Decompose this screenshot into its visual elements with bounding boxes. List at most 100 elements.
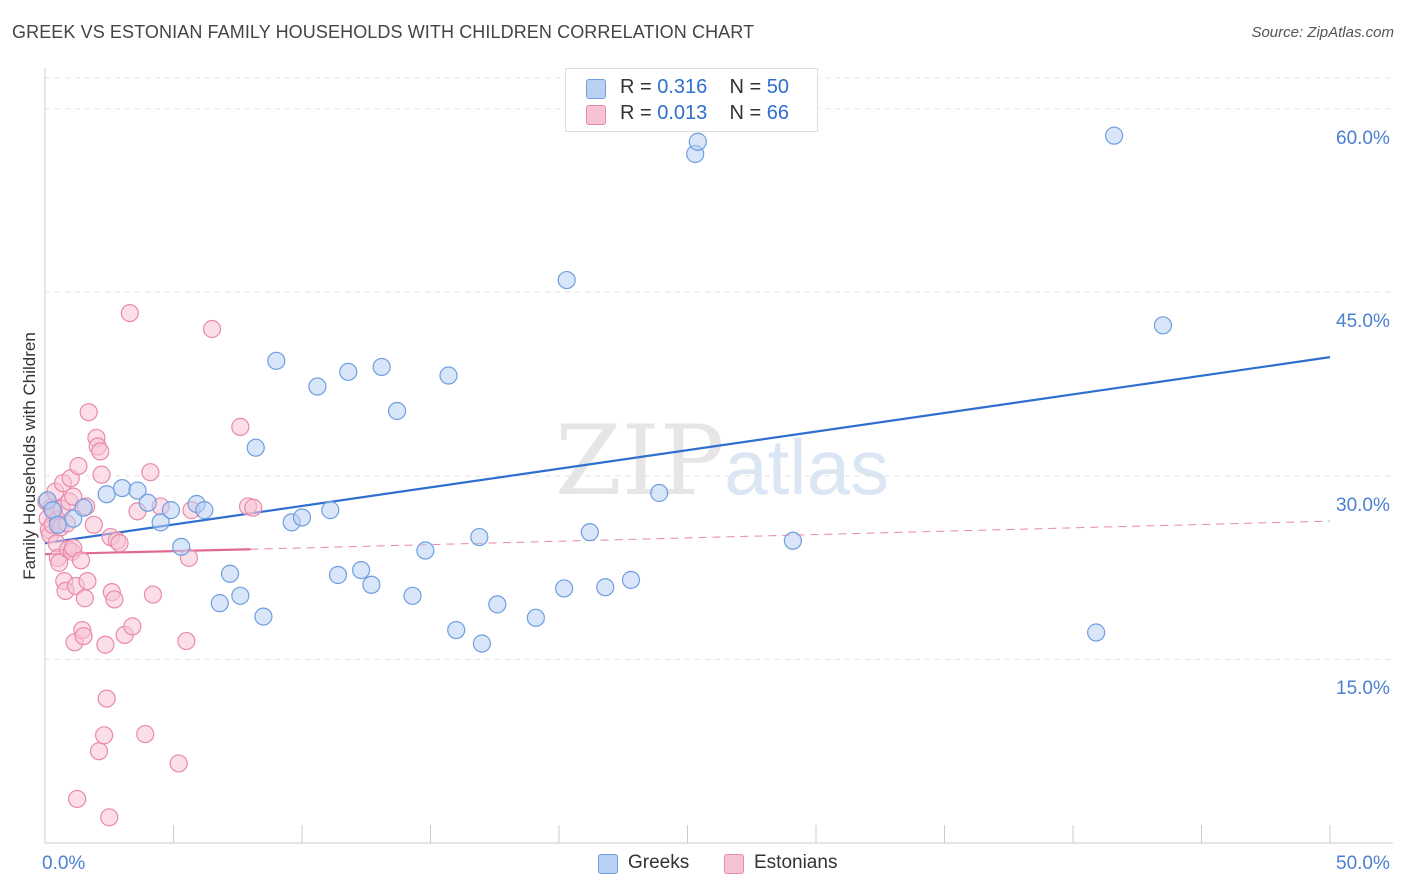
estonians-legend-label: Estonians: [754, 852, 838, 873]
greeks-point: [231, 586, 250, 605]
estonians-point: [136, 724, 155, 744]
greeks-point: [416, 541, 435, 560]
estonians-point: [105, 590, 124, 609]
estonians-point: [89, 742, 109, 761]
x-tick-label-max: 50.0%: [1336, 853, 1390, 874]
y-tick-label: 15.0%: [1336, 678, 1390, 700]
greeks-point: [308, 377, 327, 396]
estonians-n-label: N =: [729, 102, 762, 124]
greeks-n-label: N =: [729, 76, 762, 98]
estonians-point: [96, 635, 115, 654]
trend-layer: [44, 356, 1331, 556]
estonians-point: [231, 417, 250, 437]
estonians-point: [75, 589, 94, 608]
greeks-point: [526, 608, 545, 627]
greeks-swatch: [586, 79, 606, 99]
greeks-point: [352, 560, 371, 580]
estonians-point: [100, 808, 119, 827]
greeks-point: [650, 483, 669, 503]
greeks-point: [688, 132, 707, 151]
greeks-point: [1153, 316, 1173, 335]
greeks-r-label: R =: [620, 76, 652, 98]
greeks-point: [254, 607, 273, 626]
greeks-point: [621, 570, 641, 589]
greeks-point: [470, 527, 489, 547]
greeks-point: [555, 579, 574, 598]
greeks-point: [210, 594, 229, 613]
x-tick-label-min: 0.0%: [42, 853, 86, 874]
greeks-point: [321, 501, 340, 520]
greeks-point: [151, 513, 170, 532]
greeks-point: [339, 362, 358, 381]
estonians-point: [91, 442, 110, 461]
axis-layer: [44, 68, 1393, 844]
greeks-point: [246, 438, 265, 457]
y-tick-label: 45.0%: [1336, 311, 1390, 333]
greeks-point: [267, 351, 286, 370]
greeks-point: [195, 501, 214, 520]
greeks-n-value: 50: [766, 76, 790, 98]
estonians-point: [68, 789, 87, 809]
greeks-point: [48, 515, 67, 534]
greeks-point: [1087, 623, 1106, 642]
greeks-point: [172, 537, 191, 556]
estonians-point: [50, 553, 69, 572]
greeks-point: [439, 366, 458, 385]
estonians-point: [123, 617, 142, 636]
greeks-point: [328, 565, 348, 585]
estonians-point: [78, 572, 97, 591]
estonians-legend-swatch: [724, 854, 744, 874]
greeks-point: [220, 564, 240, 583]
greeks-point: [138, 493, 157, 512]
greeks-point: [97, 485, 116, 504]
greeks-point: [557, 270, 576, 290]
greeks-point: [783, 531, 802, 550]
greeks-point: [161, 501, 181, 520]
correlation-legend: R = 0.316 N = 50 R = 0.013 N = 66: [565, 68, 818, 132]
greeks-point: [596, 578, 615, 597]
estonians-n-value: 66: [766, 102, 790, 124]
estonians-point: [95, 726, 114, 745]
estonians-point: [92, 465, 111, 484]
estonians-point: [202, 319, 222, 339]
estonians-point: [177, 631, 196, 651]
greeks-point: [112, 478, 132, 498]
estonians-point: [97, 689, 116, 708]
y-tick-label: 30.0%: [1336, 494, 1390, 516]
estonians-swatch: [586, 105, 606, 125]
estonians-point: [71, 551, 91, 570]
y-tick-label: 60.0%: [1336, 127, 1390, 149]
greeks-point: [387, 401, 407, 421]
chart-title: GREEK VS ESTONIAN FAMILY HOUSEHOLDS WITH…: [12, 22, 755, 42]
greeks-trend-line: [44, 356, 1331, 545]
greeks-r-value: 0.316: [657, 76, 708, 98]
greeks-point: [1105, 126, 1124, 145]
estonians-r-value: 0.013: [657, 102, 708, 124]
greeks-point: [447, 620, 466, 640]
estonians-point: [74, 627, 93, 646]
greeks-point: [74, 498, 93, 517]
estonians-point: [143, 585, 163, 604]
greeks-point: [362, 575, 381, 594]
estonians-point: [69, 456, 88, 476]
greeks-point: [292, 508, 312, 527]
greeks-point: [128, 481, 147, 500]
greeks-point: [580, 523, 599, 542]
estonians-point: [141, 463, 160, 482]
greeks-point: [472, 634, 491, 653]
estonians-point: [79, 403, 98, 422]
source-label: Source: ZipAtlas.com: [1251, 24, 1394, 41]
estonians-r-label: R =: [620, 102, 652, 124]
grid-layer: [45, 77, 1393, 660]
estonians-point: [169, 754, 188, 773]
greeks-legend-swatch: [598, 854, 618, 874]
estonians-point: [244, 498, 263, 517]
greeks-point: [372, 357, 391, 377]
estonians-point: [84, 515, 103, 534]
estonians-point: [110, 534, 129, 553]
greeks-point: [403, 586, 422, 605]
estonians-point: [120, 303, 139, 323]
point-layer: [37, 126, 1173, 827]
greeks-point: [488, 595, 507, 614]
